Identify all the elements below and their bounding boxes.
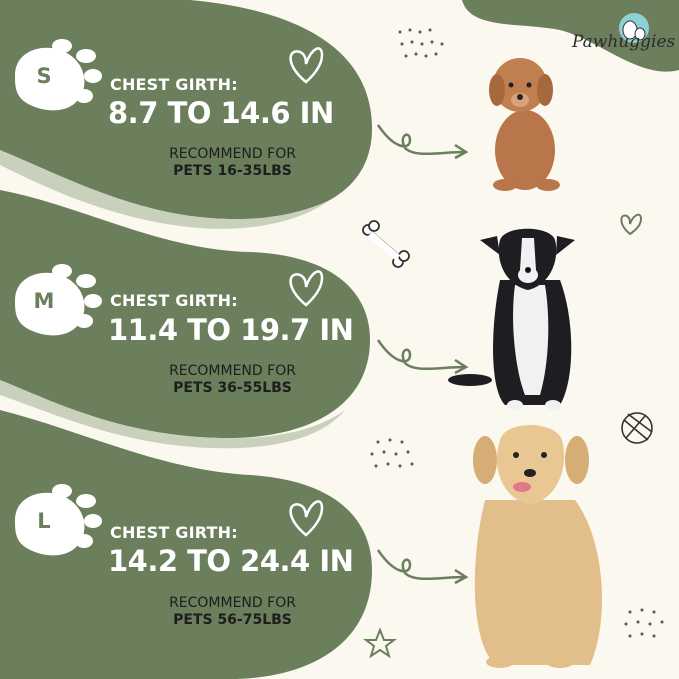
paw-icon — [15, 264, 102, 336]
pet-weight-range: PETS 16-35LBS — [173, 163, 292, 179]
bone-icon — [362, 220, 410, 268]
recommendation: RECOMMEND FOR PETS 56-75LBS — [150, 595, 315, 629]
recommend-label: RECOMMEND FOR — [169, 595, 296, 611]
size-letter-medium: M — [33, 289, 55, 313]
paw-icon — [15, 39, 102, 111]
blob-large — [0, 410, 372, 679]
recommend-label: RECOMMEND FOR — [169, 363, 296, 379]
chest-girth-range: 8.7 TO 14.6 IN — [108, 96, 334, 130]
pet-weight-range: PETS 56-75LBS — [173, 612, 292, 628]
recommendation: RECOMMEND FOR PETS 36-55LBS — [150, 363, 315, 397]
brand-logo: Pawhuggies — [572, 32, 676, 52]
logo-mark — [619, 13, 649, 43]
yarn-ball-icon — [621, 412, 653, 444]
chest-girth-label: CHEST GIRTH: — [110, 523, 238, 542]
arrow-icon — [376, 124, 469, 585]
pet-weight-range: PETS 36-55LBS — [173, 380, 292, 396]
chest-girth-label: CHEST GIRTH: — [110, 75, 238, 94]
chest-girth-label: CHEST GIRTH: — [110, 291, 238, 310]
recommend-label: RECOMMEND FOR — [169, 146, 296, 162]
chest-girth-range: 11.4 TO 19.7 IN — [108, 313, 354, 347]
dog-toy-poodle — [489, 58, 560, 191]
star-icon — [363, 627, 397, 659]
paw-icon — [15, 484, 102, 556]
size-letter-large: L — [37, 509, 51, 533]
dots-icon — [370, 28, 664, 638]
heart-icon — [620, 213, 643, 236]
heart-icon — [289, 47, 324, 537]
chest-girth-range: 14.2 TO 24.4 IN — [108, 544, 354, 578]
blob-medium — [0, 190, 370, 439]
size-letter-small: S — [36, 64, 52, 88]
recommendation: RECOMMEND FOR PETS 16-35LBS — [150, 146, 315, 180]
dog-golden-retriever — [473, 425, 602, 668]
dog-border-collie — [448, 228, 575, 410]
